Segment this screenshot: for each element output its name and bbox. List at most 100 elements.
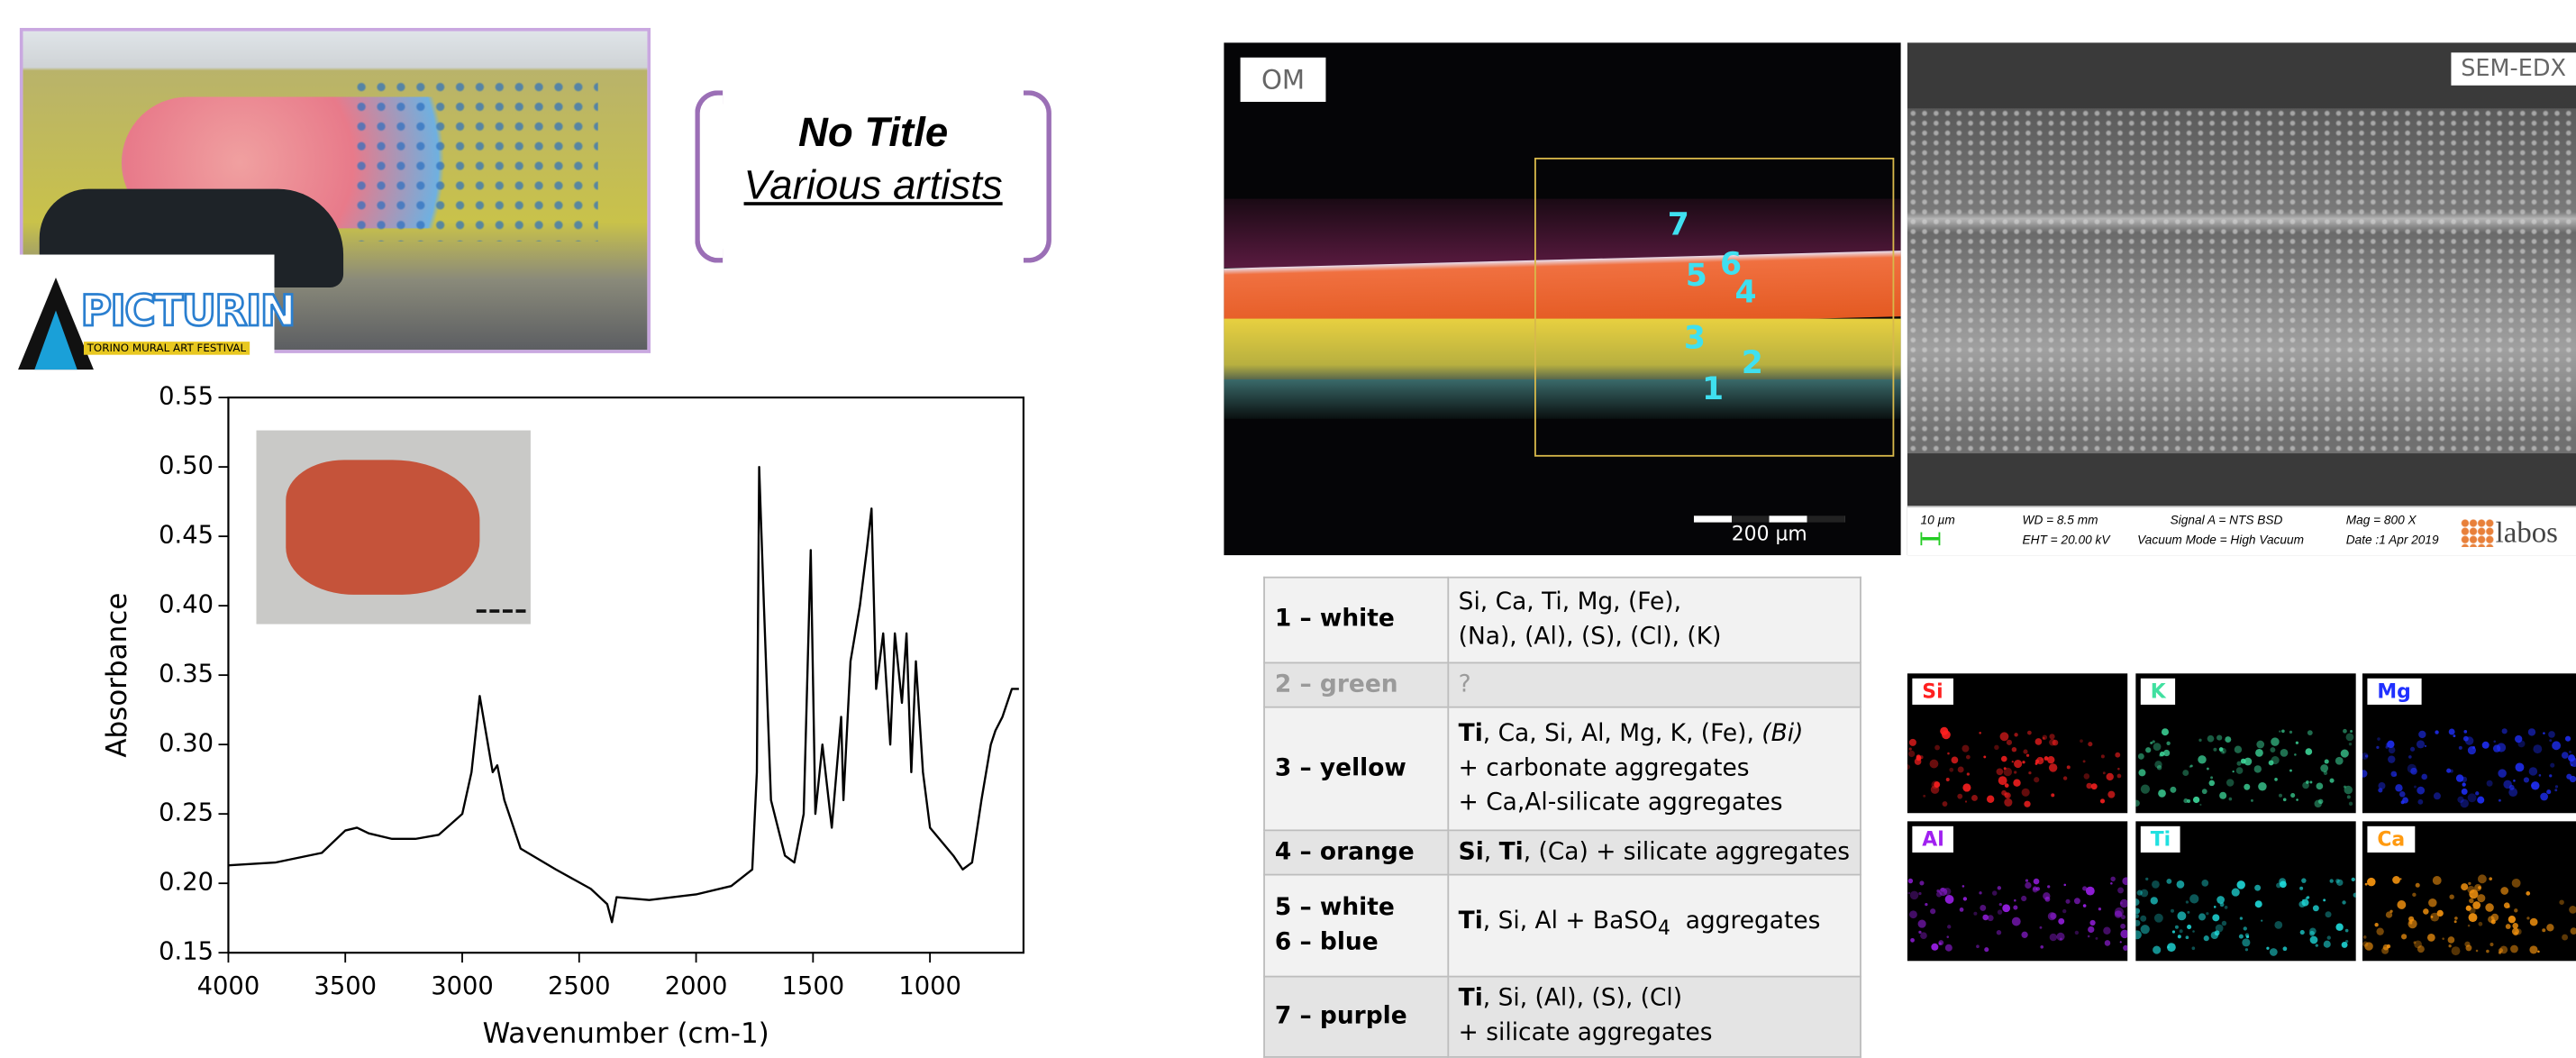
- speckle: [2320, 764, 2328, 772]
- table-row: 4 – orangeSi, Ti, (Ca) + silicate aggreg…: [1264, 830, 1861, 874]
- speckle: [2526, 891, 2530, 896]
- speckle: [2457, 797, 2463, 803]
- speckle: [2214, 906, 2216, 908]
- speckle: [2145, 747, 2151, 752]
- speckle: [1980, 905, 1986, 911]
- speckle: [2101, 754, 2105, 758]
- speckle: [2397, 900, 2406, 909]
- speckle: [2313, 905, 2319, 911]
- speckle: [1918, 931, 1921, 934]
- speckle: [2198, 739, 2201, 742]
- ftir-chart: 0.150.200.250.300.350.400.450.500.554000…: [0, 0, 1150, 1056]
- element-map: Al: [1907, 821, 2127, 961]
- speckle: [2014, 733, 2017, 736]
- speckle: [2350, 730, 2353, 733]
- speckle: [2434, 792, 2441, 799]
- sem-info-item: WD = 8.5 mm: [2023, 513, 2098, 527]
- speckle: [2225, 736, 2231, 743]
- speckle: [2007, 740, 2012, 745]
- speckle: [1943, 801, 1948, 807]
- speckle: [2300, 930, 2305, 935]
- speckle: [2392, 876, 2400, 884]
- speckle: [2367, 878, 2375, 886]
- speckle: [2514, 908, 2517, 912]
- speckle: [2178, 935, 2181, 938]
- speckle: [2204, 935, 2209, 941]
- speckle: [1910, 938, 1915, 943]
- speckle: [2540, 793, 2548, 801]
- speckle: [2135, 914, 2139, 918]
- speckle: [2063, 776, 2067, 780]
- composition-text: , Si, (Al), (S), (Cl): [1483, 986, 1682, 1012]
- speckle: [2107, 791, 2115, 798]
- speckle: [2417, 740, 2425, 748]
- speckle: [2154, 761, 2162, 768]
- layer-cell: 2 – green: [1264, 662, 1448, 707]
- speckle: [2546, 924, 2553, 931]
- speckle: [2172, 930, 2175, 933]
- speckle: [2345, 929, 2349, 933]
- speckle: [2210, 776, 2213, 779]
- table-row: 1 – whiteSi, Ca, Ti, Mg, (Fe),(Na), (Al)…: [1264, 578, 1861, 663]
- speckle: [2120, 902, 2123, 905]
- speckle: [2212, 914, 2219, 921]
- speckle: [2035, 738, 2043, 745]
- speckle: [2570, 776, 2576, 782]
- speckle: [1949, 768, 1953, 772]
- speckle: [2446, 769, 2451, 773]
- composition-text: Ti: [1459, 720, 1483, 746]
- om-image: OM 200 µm 7564321: [1224, 42, 1900, 555]
- speckle: [2425, 745, 2426, 747]
- speckle: [2207, 735, 2215, 743]
- speckle: [2302, 782, 2309, 789]
- x-tick-label: 4000: [197, 972, 260, 1000]
- speckle: [1945, 895, 1954, 904]
- sem-info-item: Signal A = NTS BSD: [2171, 513, 2283, 527]
- speckle: [1934, 781, 1940, 788]
- x-tick-label: 1500: [782, 972, 845, 1000]
- speckle: [2154, 914, 2163, 923]
- speckle: [2336, 880, 2343, 886]
- speckle: [2065, 899, 2070, 904]
- speckle: [2571, 927, 2576, 935]
- speckle: [1958, 766, 1964, 772]
- speckle: [2180, 929, 2183, 933]
- speckle: [1979, 891, 1981, 894]
- layer-number: 3: [1684, 320, 1706, 356]
- speckle: [2431, 916, 2434, 918]
- speckle: [2294, 753, 2297, 756]
- speckle: [2163, 750, 2170, 756]
- speckle: [2329, 779, 2334, 783]
- speckle: [2428, 898, 2436, 907]
- speckle: [2529, 767, 2537, 775]
- speckle: [1946, 935, 1949, 938]
- x-axis-label: Wavenumber (cm-1): [483, 1017, 769, 1050]
- speckle: [2199, 804, 2201, 806]
- speckle: [2103, 927, 2110, 935]
- speckle: [2138, 769, 2145, 776]
- speckle: [2135, 908, 2140, 915]
- layer-name: 4 – orange: [1275, 835, 1437, 870]
- sem-info-item: Date :1 Apr 2019: [2346, 533, 2439, 547]
- composition-line: Ti, Si, Al + BaSO4 aggregates: [1459, 905, 1850, 945]
- speckle: [2022, 761, 2025, 763]
- speckle: [2341, 750, 2349, 758]
- speckle: [2516, 762, 2525, 771]
- x-tick-label: 2500: [548, 972, 611, 1000]
- speckle: [2401, 934, 2407, 939]
- speckle: [2509, 785, 2515, 790]
- element-label: Ti: [2141, 826, 2180, 853]
- sem-brand-icon: [2461, 519, 2493, 547]
- speckle: [2279, 878, 2286, 885]
- speckle: [2513, 780, 2516, 782]
- speckle: [2389, 910, 2392, 913]
- speckle: [2499, 952, 2501, 954]
- speckle: [1907, 764, 1910, 770]
- speckle: [2063, 884, 2066, 887]
- speckle: [2385, 746, 2388, 749]
- speckle: [2274, 921, 2282, 929]
- speckle: [2409, 921, 2412, 924]
- speckle: [2186, 900, 2189, 903]
- speckle: [2025, 882, 2031, 889]
- inset-scale: [477, 609, 526, 613]
